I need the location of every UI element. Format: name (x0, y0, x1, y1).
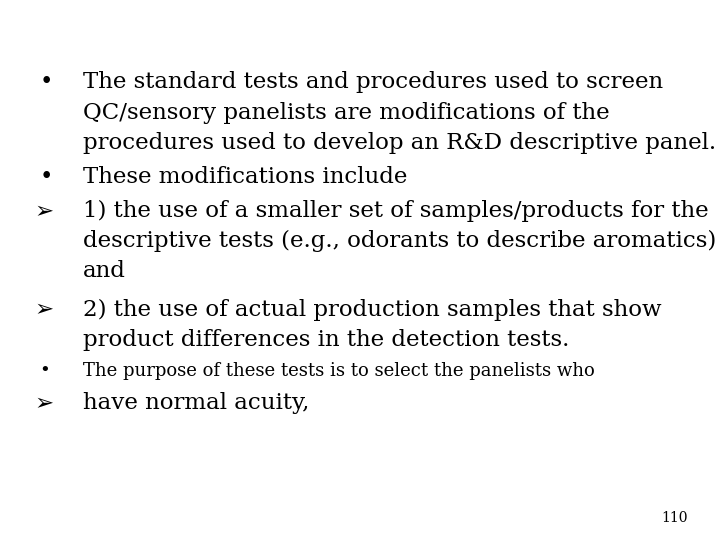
Text: The standard tests and procedures used to screen: The standard tests and procedures used t… (83, 71, 663, 93)
Text: QC/sensory panelists are modifications of the: QC/sensory panelists are modifications o… (83, 102, 609, 124)
Text: 2) the use of actual production samples that show: 2) the use of actual production samples … (83, 299, 661, 321)
Text: ➢: ➢ (35, 392, 54, 415)
Text: •: • (40, 71, 53, 93)
Text: •: • (40, 166, 53, 188)
Text: ➢: ➢ (35, 299, 54, 322)
Text: procedures used to develop an R&D descriptive panel.: procedures used to develop an R&D descri… (83, 132, 716, 154)
Text: product differences in the detection tests.: product differences in the detection tes… (83, 329, 570, 351)
Text: ➢: ➢ (35, 200, 54, 223)
Text: 110: 110 (661, 511, 688, 525)
Text: The purpose of these tests is to select the panelists who: The purpose of these tests is to select … (83, 362, 595, 380)
Text: These modifications include: These modifications include (83, 166, 408, 188)
Text: 1) the use of a smaller set of samples/products for the: 1) the use of a smaller set of samples/p… (83, 200, 708, 222)
Text: and: and (83, 260, 126, 282)
Text: descriptive tests (e.g., odorants to describe aromatics): descriptive tests (e.g., odorants to des… (83, 230, 716, 252)
Text: •: • (40, 362, 50, 380)
Text: have normal acuity,: have normal acuity, (83, 392, 309, 414)
